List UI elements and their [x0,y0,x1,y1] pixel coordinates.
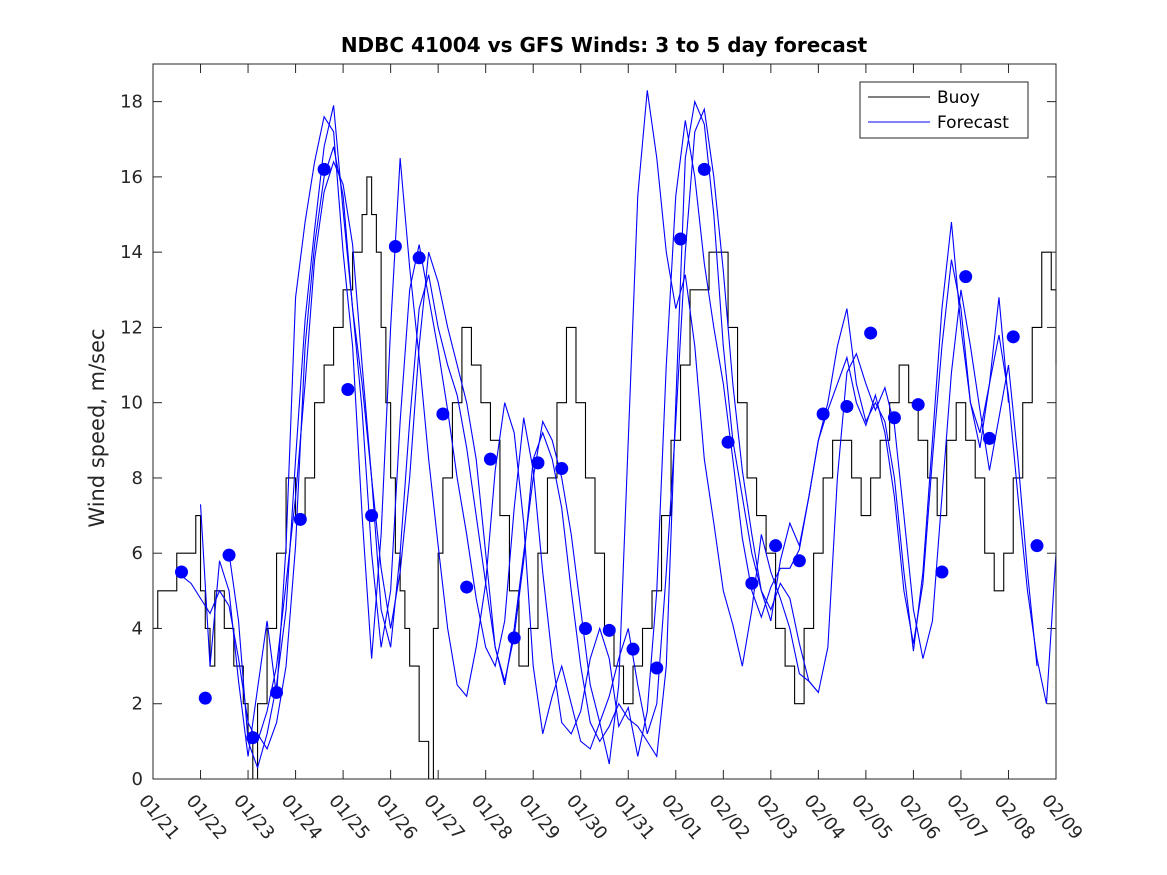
forecast-marker [507,631,521,645]
forecast-marker [1006,330,1020,344]
forecast-marker [674,232,688,246]
forecast-marker [887,411,901,425]
forecast-marker [460,580,474,594]
chart-title: NDBC 41004 vs GFS Winds: 3 to 5 day fore… [341,33,868,57]
forecast-marker [175,565,189,579]
forecast-marker [412,251,426,265]
buoy-series [153,176,1057,780]
forecast-marker [317,162,331,176]
y-tick-label: 4 [132,618,143,639]
forecast-marker [650,661,664,675]
y-axis-label: Wind speed, m/sec [85,328,109,527]
forecast-marker [555,462,569,476]
forecast-marker [959,270,973,284]
forecast-marker [769,539,783,553]
forecast-marker [864,326,878,340]
buoy-line [153,176,1057,780]
forecast-marker [483,452,497,466]
forecast-marker [531,456,545,470]
forecast-marker [626,642,640,656]
forecast-marker [935,565,949,579]
y-tick-label: 10 [120,393,143,414]
forecast-marker [840,399,854,413]
forecast-marker [911,398,925,412]
forecast-marker [388,240,402,254]
forecast-marker [1030,539,1044,553]
forecast-marker [602,623,616,637]
forecast-series [181,90,1057,770]
forecast-marker [982,431,996,445]
legend-buoy-label: Buoy [937,88,980,108]
legend-forecast-label: Forecast [937,113,1009,133]
y-axis: 0 2 4 6 8 10 12 14 16 18 [120,92,1056,790]
y-tick-label: 0 [132,769,143,790]
forecast-line-4 [257,99,1038,759]
forecast-marker [816,407,830,421]
forecast-marker [721,435,735,449]
forecast-marker [745,576,759,590]
forecast-marker [198,691,212,705]
forecast-markers [175,162,1044,745]
forecast-marker [246,731,260,745]
forecast-marker [365,509,379,523]
forecast-marker [697,162,711,176]
forecast-marker [270,685,284,699]
forecast-marker [341,383,355,397]
y-tick-label: 2 [132,694,143,715]
y-tick-label: 8 [132,468,143,489]
legend-box [859,81,1029,139]
forecast-marker [792,554,806,568]
forecast-marker [222,548,236,562]
forecast-marker [436,407,450,421]
y-tick-label: 6 [132,543,143,564]
plot-area [153,90,1057,780]
y-tick-label: 16 [120,167,143,188]
legend: Buoy Forecast [859,81,1029,139]
y-tick-label: 18 [120,92,143,113]
forecast-line-2 [199,90,819,765]
forecast-line-3 [228,105,1010,770]
forecast-marker [578,621,592,635]
y-tick-label: 12 [120,317,143,338]
axes-box [152,63,1057,780]
y-tick-label: 14 [120,242,143,263]
forecast-marker [293,512,307,526]
